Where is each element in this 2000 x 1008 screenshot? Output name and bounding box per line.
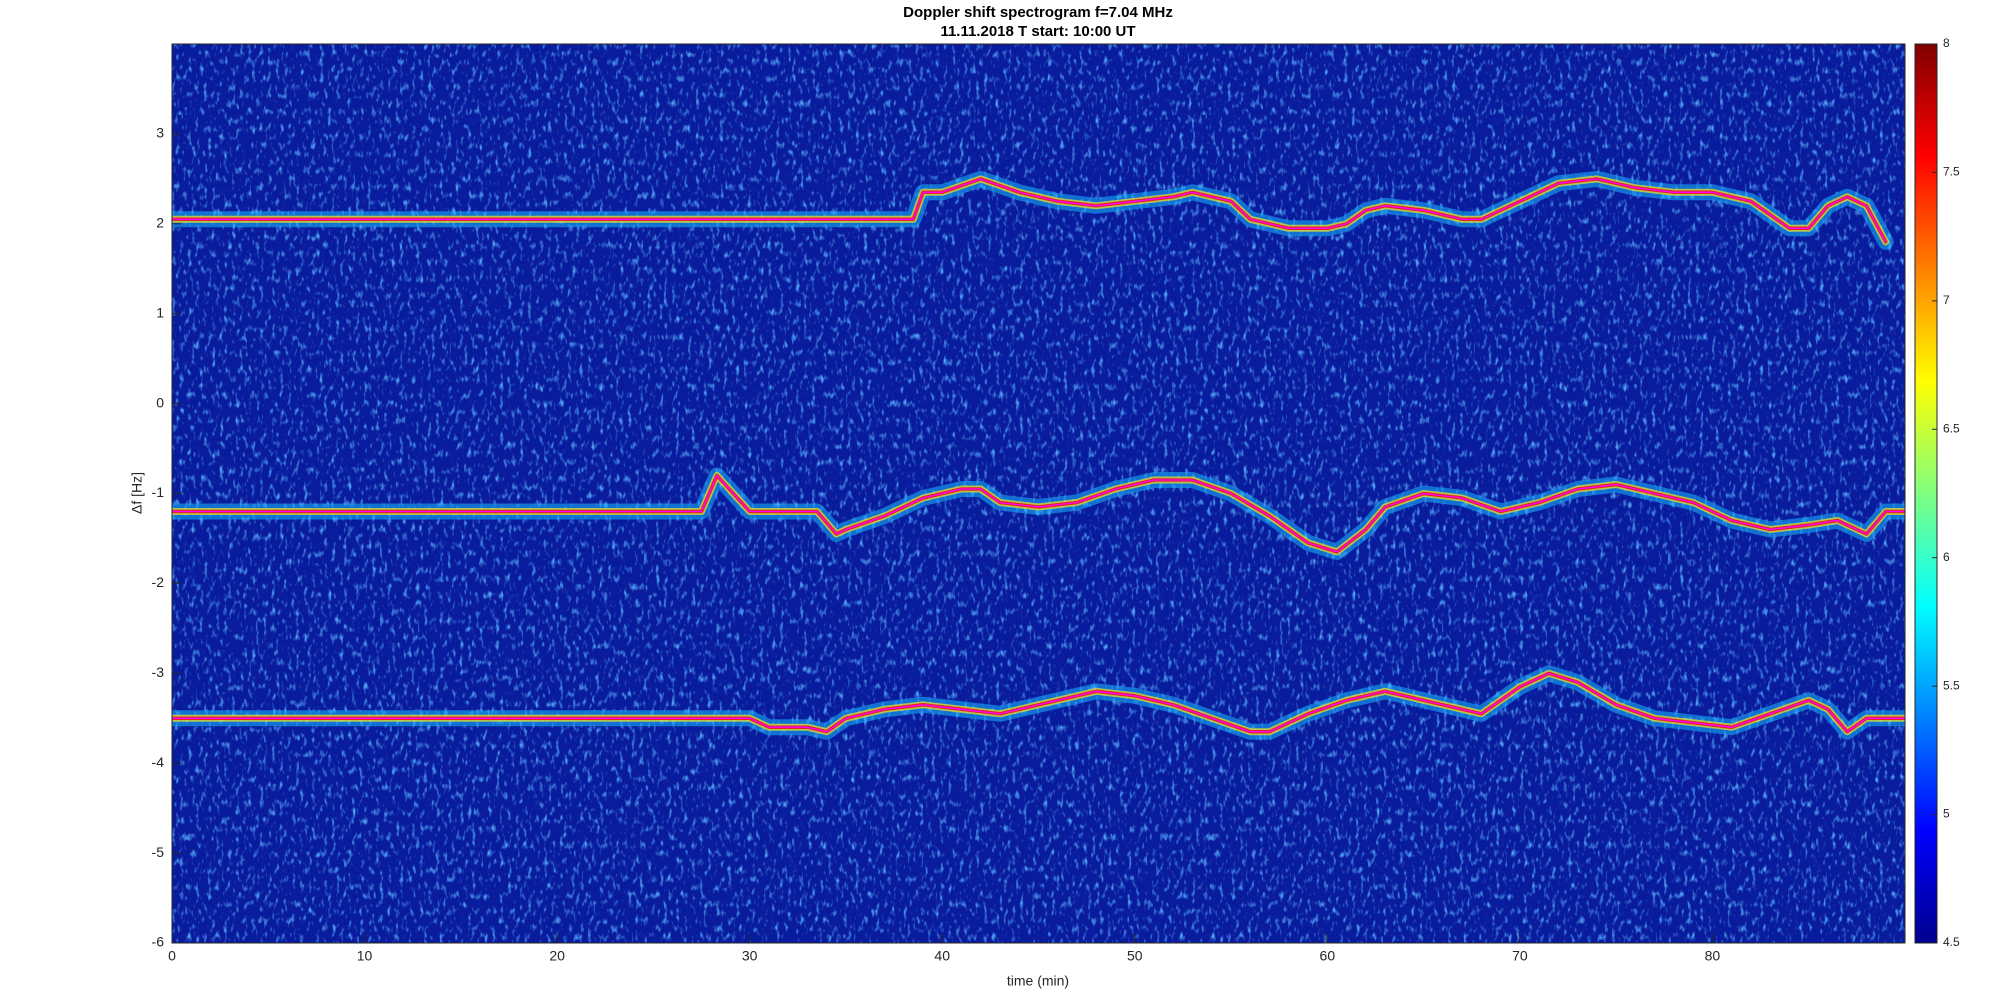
y-tick-label: -5 — [152, 844, 165, 860]
y-tick-label: -2 — [152, 574, 165, 590]
y-tick-label: 2 — [156, 215, 164, 231]
x-tick-label: 60 — [1320, 948, 1336, 964]
x-tick-label: 70 — [1512, 948, 1528, 964]
traces — [172, 170, 1905, 740]
colorbar — [1914, 43, 1938, 944]
trace-line — [172, 474, 1905, 553]
colorbar-tick-label: 8 — [1943, 36, 1950, 50]
colorbar-tick-label: 4.5 — [1943, 935, 1960, 949]
colorbar-tick-label: 6 — [1943, 550, 1950, 564]
y-tick-label: -4 — [152, 754, 165, 770]
colorbar-tick-label: 7 — [1943, 293, 1950, 307]
colorbar-tick-label: 5.5 — [1943, 678, 1960, 692]
x-tick-label: 20 — [549, 948, 565, 964]
y-axis-label: Δf [Hz] — [129, 472, 145, 514]
y-tick-label: 0 — [156, 394, 164, 410]
trace-line — [172, 672, 1905, 733]
x-tick-label: 0 — [168, 948, 176, 964]
y-tick-label: 1 — [156, 304, 164, 320]
y-tick-label: -1 — [152, 484, 165, 500]
chart-title: Doppler shift spectrogram f=7.04 MHz — [903, 4, 1173, 21]
x-axis-label: time (min) — [1007, 973, 1069, 989]
colorbar-tick-label: 5 — [1943, 807, 1950, 821]
chart-subtitle: 11.11.2018 T start: 10:00 UT — [940, 23, 1135, 40]
x-tick-label: 80 — [1705, 948, 1721, 964]
x-tick-label: 50 — [1127, 948, 1143, 964]
colorbar-tick-label: 7.5 — [1943, 165, 1960, 179]
x-tick-label: 30 — [742, 948, 758, 964]
colorbar-tick-label: 6.5 — [1943, 421, 1960, 435]
trace-line — [172, 178, 1887, 243]
y-tick-label: -6 — [152, 934, 165, 950]
x-tick-label: 10 — [357, 948, 373, 964]
y-tick-label: 3 — [156, 125, 164, 141]
y-tick-label: -3 — [152, 664, 165, 680]
x-tick-label: 40 — [934, 948, 950, 964]
